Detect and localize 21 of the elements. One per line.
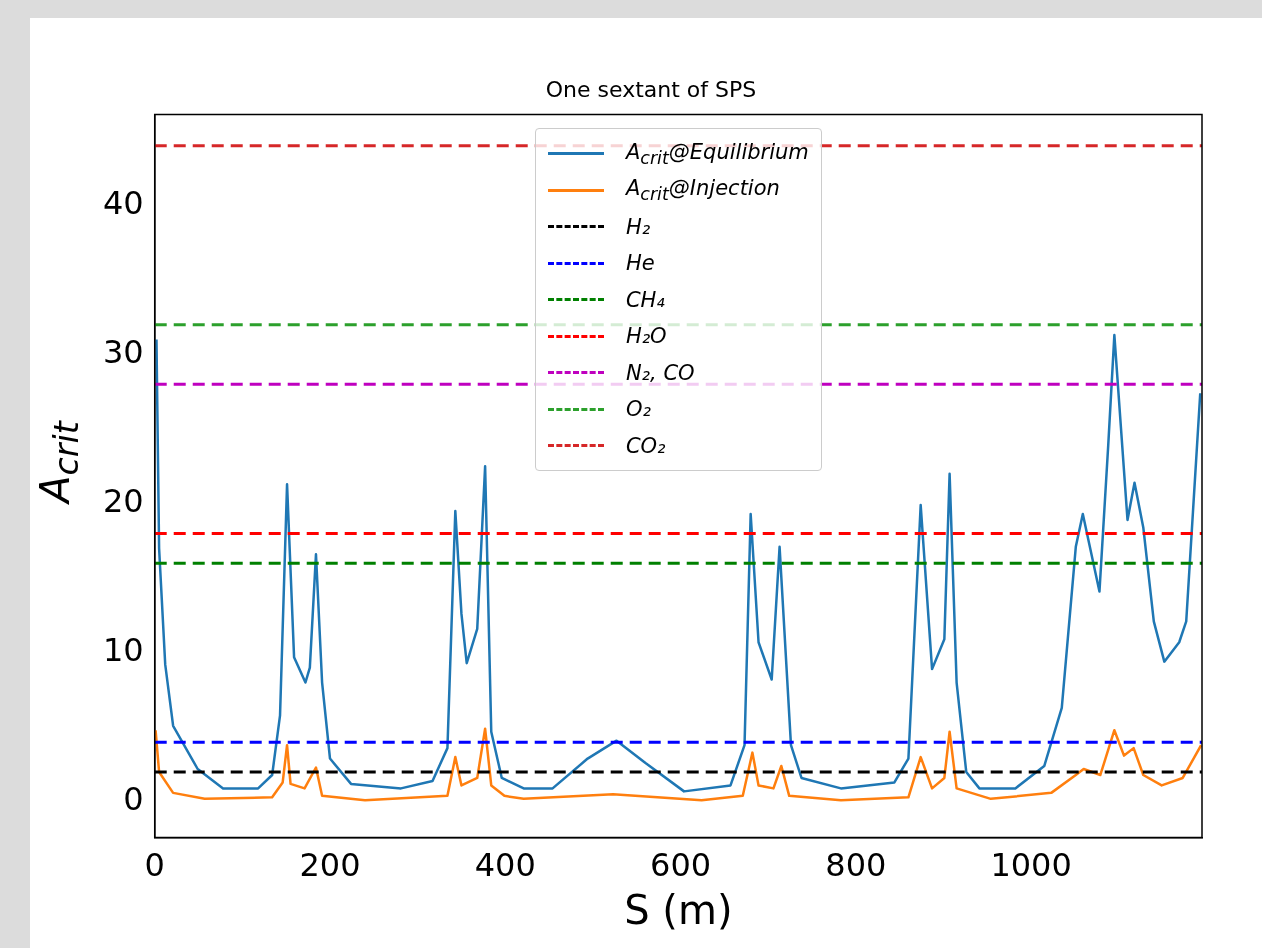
x-tick-label: 200 xyxy=(299,846,361,885)
legend-label: He xyxy=(625,251,655,276)
legend-label: O₂ xyxy=(625,397,651,422)
x-tick-label: 600 xyxy=(650,846,712,885)
y-tick-label: 0 xyxy=(123,780,144,819)
x-axis-title: S (m) xyxy=(624,887,733,934)
x-tick-label: 1000 xyxy=(990,846,1072,885)
chart-title: One sextant of SPS xyxy=(545,76,757,102)
x-tick-label: 400 xyxy=(474,846,536,885)
ref-line-label: N₂, CO xyxy=(625,360,695,385)
x-tick-label: 800 xyxy=(825,846,887,885)
legend-label: CH₄ xyxy=(625,287,665,312)
y-tick-label: 20 xyxy=(103,481,144,520)
y-tick-label: 40 xyxy=(103,183,144,222)
y-tick-label: 30 xyxy=(103,332,144,371)
legend-label: H₂ xyxy=(625,214,651,239)
legend-label: CO₂ xyxy=(625,433,666,458)
y-tick-label: 10 xyxy=(103,631,144,670)
legend-label: H₂O xyxy=(625,324,667,349)
legend-label: A$_{crit}$@Injection xyxy=(625,176,780,205)
legend-label: A$_{crit}$@Equilibrium xyxy=(625,139,809,168)
